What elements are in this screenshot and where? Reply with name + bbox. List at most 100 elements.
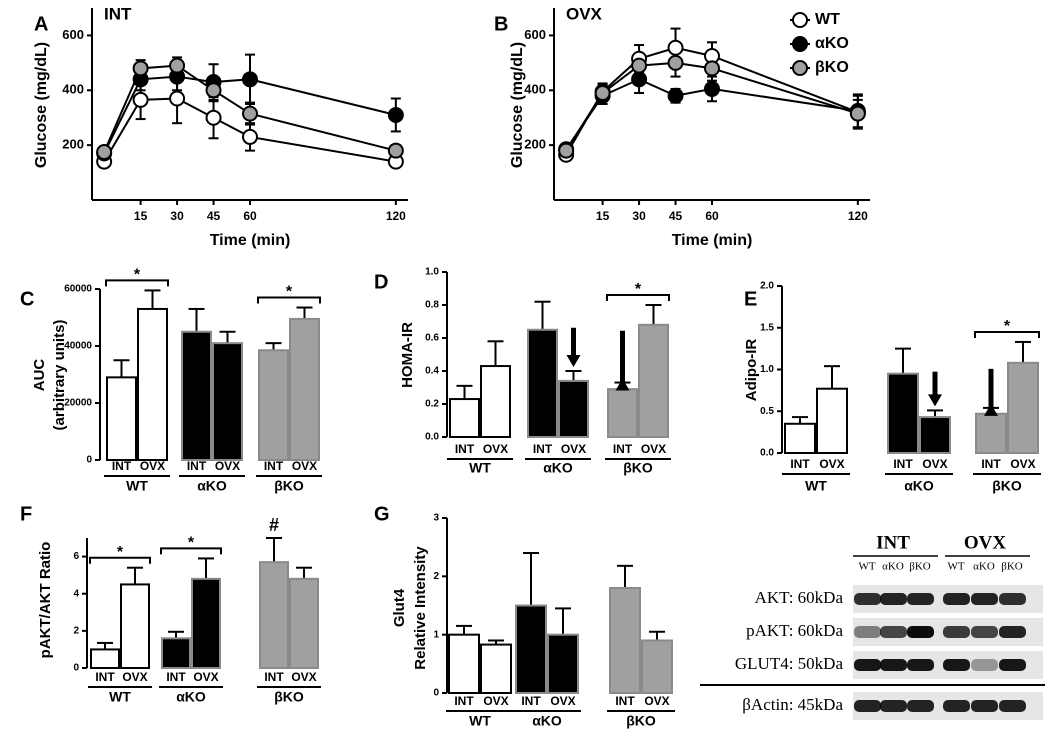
y-tick-label: 1.5 [760,322,774,333]
blot-band [880,700,907,712]
bar [106,376,137,462]
panel-title: INT [104,4,132,23]
blot-band [999,700,1026,712]
blot-band [943,659,970,671]
point [387,142,404,159]
bar-label: OVX [483,694,508,708]
y-axis-label: Glucose (mg/dL) [509,42,526,168]
significance-bracket [606,294,670,301]
bar-label: INT [454,694,474,708]
bar [448,633,480,695]
significance-star: * [1004,318,1011,335]
point [667,87,684,104]
blot-row-label: GLUT4: 50kDa [735,654,844,673]
blot-lane: WT [858,561,875,573]
bar-label: OVX [1010,457,1035,471]
blot-band [854,626,881,638]
point [96,144,113,160]
blot-band [907,593,934,605]
arrow-head [615,378,630,391]
blot-band [971,700,998,712]
bar [515,604,547,694]
significance-bracket [160,547,222,555]
blot-group: INT [876,532,910,553]
blot-lane: αKO [882,561,904,573]
bar-label: OVX [193,670,218,684]
bar-label: INT [790,457,810,471]
x-tick-label: 120 [848,209,868,223]
point [631,71,648,88]
significance-star: * [635,281,642,298]
series-line [565,78,858,150]
point [387,106,404,123]
point [667,39,684,56]
bar-label: OVX [483,442,508,456]
bar-label: INT [455,442,475,456]
group-label: βKO [992,478,1022,494]
panel-title: OVX [566,4,603,23]
panel-label: C [20,288,34,310]
group-label: αKO [197,478,227,494]
bar-label: INT [521,694,541,708]
blot-band [943,700,970,712]
bar-label: INT [187,459,207,473]
blot-band [971,659,998,671]
x-tick-label: 15 [596,209,610,223]
blot-band [999,659,1026,671]
group-label: βKO [626,713,656,729]
group-label: βKO [274,689,304,705]
group-label: WT [126,478,148,494]
y-tick-label: 0.0 [760,448,774,459]
significance-star: * [134,267,141,284]
blot-band [880,626,907,638]
group-label: αKO [532,713,562,729]
y-tick-label: 0 [433,688,439,699]
arrow-head [928,394,942,407]
bar-label: INT [264,670,284,684]
y-tick-label: 0 [86,455,92,466]
bar [259,561,289,670]
bar-label: OVX [291,670,316,684]
legend-label: WT [815,11,840,28]
point [205,109,222,126]
bar-label: OVX [122,670,147,684]
bar [212,342,243,461]
point [594,85,611,102]
point [242,105,258,122]
y-tick-label: 40000 [64,341,92,352]
x-tick-label: 60 [243,209,257,223]
legend-marker [792,36,808,52]
group-label: WT [469,460,491,476]
bar-label: OVX [550,694,575,708]
x-tick-label: 120 [386,209,406,223]
blot-band [854,659,881,671]
y-axis-label: (arbitrary units) [51,320,68,431]
x-tick-label: 15 [134,209,148,223]
y-tick-label: 1.0 [760,364,774,375]
group-label: βKO [274,478,304,494]
bar [607,388,638,438]
point [205,82,222,99]
y-tick-label: 1.0 [425,267,439,278]
y-tick-label: 2 [433,571,439,582]
legend-label: βKO [815,59,849,76]
bar [161,637,191,669]
bar-label: OVX [819,457,844,471]
y-tick-label: 0.2 [425,399,439,410]
point [667,54,684,71]
bar [258,349,289,461]
bar-label: OVX [140,459,165,473]
y-tick-label: 4 [73,588,79,599]
blot-lane: αKO [973,561,995,573]
bar [191,577,221,669]
bar [1007,361,1039,455]
y-axis-label: AUC [31,359,48,392]
bar [90,648,120,670]
blot-band [971,593,998,605]
bar [181,330,212,461]
arrow-head [984,403,998,416]
point [631,57,648,74]
bar-label: OVX [641,442,666,456]
y-tick-label: 0 [73,663,79,674]
bar [120,583,150,670]
